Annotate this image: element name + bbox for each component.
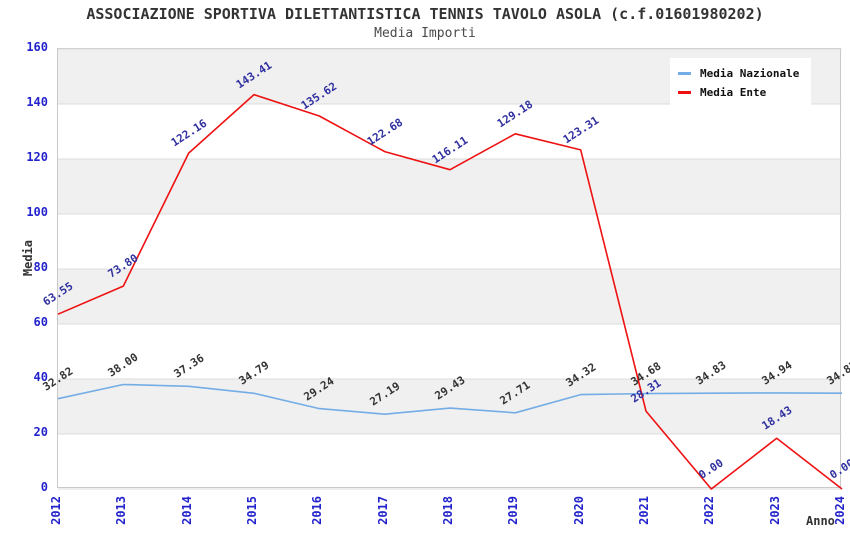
legend-label-media-ente: Media Ente: [700, 86, 767, 99]
legend-label-media-nazionale: Media Nazionale: [700, 67, 800, 80]
legend-line-marker-nazionale: [678, 72, 691, 75]
x-tick-label: 2021: [637, 496, 651, 525]
x-tick-label: 2014: [179, 496, 194, 525]
x-axis-title: Anno: [806, 514, 835, 528]
legend-item-media-nazionale: Media Nazionale: [678, 64, 801, 83]
chart-subtitle: Media Importi: [374, 26, 476, 41]
legend: Media Nazionale Media Ente: [670, 58, 811, 108]
x-tick-label: 2013: [114, 496, 129, 525]
x-tick-label: 2015: [245, 496, 259, 525]
y-tick-label: 140: [26, 95, 48, 109]
y-tick-label: 40: [33, 370, 48, 384]
legend-line-marker-ente: [678, 91, 691, 94]
y-tick-label: 160: [26, 40, 48, 54]
x-tick-label: 2022: [702, 496, 717, 525]
series-line-media-ente: [57, 93, 843, 490]
series-line-media-nazionale: [57, 383, 843, 416]
legend-item-media-ente: Media Ente: [678, 83, 801, 102]
y-tick-label: 120: [26, 150, 48, 164]
chart-title: ASSOCIAZIONE SPORTIVA DILETTANTISTICA TE…: [86, 5, 764, 23]
x-tick-label: 2016: [310, 496, 325, 525]
x-tick-label: 2023: [767, 496, 782, 525]
x-tick-label: 2019: [506, 496, 521, 525]
x-tick-label: 2018: [441, 496, 455, 525]
y-tick-label: 60: [33, 315, 48, 329]
plot-area: 32.82 38.00 37.36 34.79 29.24 27.19 29.43 27.71…: [41, 48, 850, 490]
x-tick-label: 2020: [571, 496, 586, 525]
y-tick-label: 100: [26, 205, 48, 219]
x-tick-label: 2017: [375, 496, 390, 525]
x-tick-label: 2024: [833, 496, 847, 525]
y-tick-label: 20: [33, 425, 48, 439]
series-lines-svg: [57, 48, 843, 490]
x-tick-label: 2012: [49, 496, 63, 525]
y-tick-label: 80: [33, 260, 48, 274]
y-tick-label: 0: [40, 480, 48, 494]
